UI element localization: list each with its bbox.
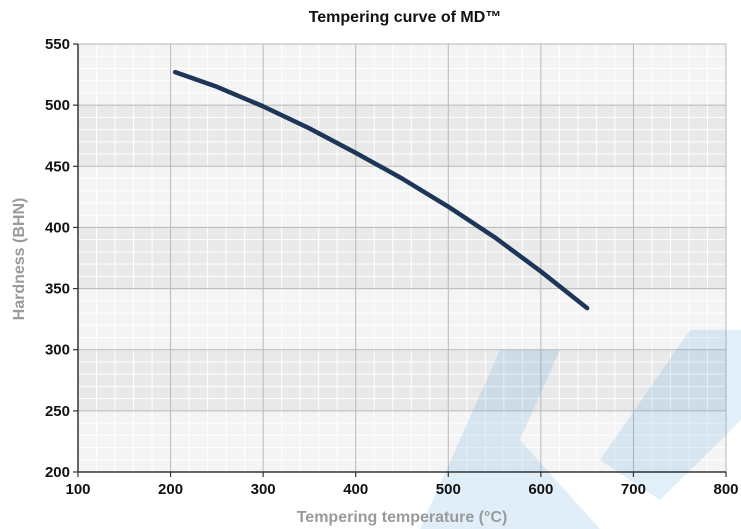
watermark-logo bbox=[420, 330, 741, 529]
series-line bbox=[172, 69, 590, 311]
y-tick-label: 400 bbox=[45, 219, 70, 236]
background-band bbox=[78, 349, 726, 411]
background-band bbox=[78, 410, 726, 472]
x-tick-label: 800 bbox=[713, 481, 738, 498]
y-tick-group: 200 250 300 350 400 450 500 550 bbox=[45, 36, 78, 481]
background-band bbox=[78, 44, 726, 106]
y-tick-label: 200 bbox=[45, 464, 70, 481]
x-tick-group: 100 200 300 400 500 600 700 800 bbox=[65, 472, 739, 498]
x-tick-label: 400 bbox=[343, 481, 368, 498]
y-tick-label: 550 bbox=[45, 36, 70, 53]
x-tick-label: 200 bbox=[158, 481, 183, 498]
x-axis-label: Tempering temperature (°C) bbox=[297, 509, 508, 526]
y-tick-label: 350 bbox=[45, 281, 70, 298]
x-tick-label: 500 bbox=[436, 481, 461, 498]
background-bands bbox=[78, 44, 726, 472]
x-tick-label: 600 bbox=[528, 481, 553, 498]
x-tick-label: 700 bbox=[621, 481, 646, 498]
major-gridlines bbox=[77, 43, 727, 473]
background-band bbox=[78, 227, 726, 289]
y-tick-label: 250 bbox=[45, 403, 70, 420]
background-band bbox=[78, 105, 726, 167]
y-tick-label: 300 bbox=[45, 342, 70, 359]
x-tick-label: 100 bbox=[65, 481, 90, 498]
series-group bbox=[172, 69, 590, 311]
y-tick-label: 450 bbox=[45, 158, 70, 175]
background-band bbox=[78, 288, 726, 350]
background-band bbox=[78, 166, 726, 228]
y-axis-label: Hardness (BHN) bbox=[11, 198, 28, 321]
y-tick-label: 500 bbox=[45, 97, 70, 114]
chart-title: Tempering curve of MD™ bbox=[309, 9, 502, 26]
x-tick-label: 300 bbox=[251, 481, 276, 498]
